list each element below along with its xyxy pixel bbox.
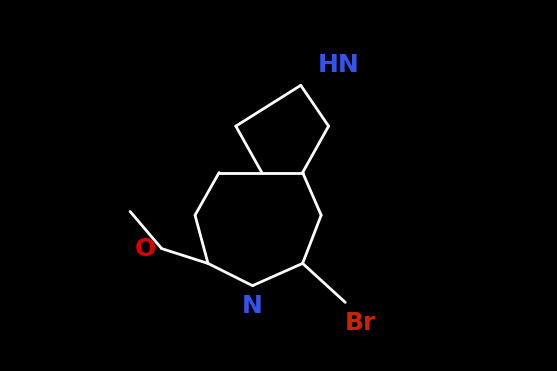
Text: N: N bbox=[242, 294, 263, 318]
Text: O: O bbox=[134, 237, 155, 260]
Text: Br: Br bbox=[344, 311, 376, 335]
Text: HN: HN bbox=[317, 53, 359, 77]
